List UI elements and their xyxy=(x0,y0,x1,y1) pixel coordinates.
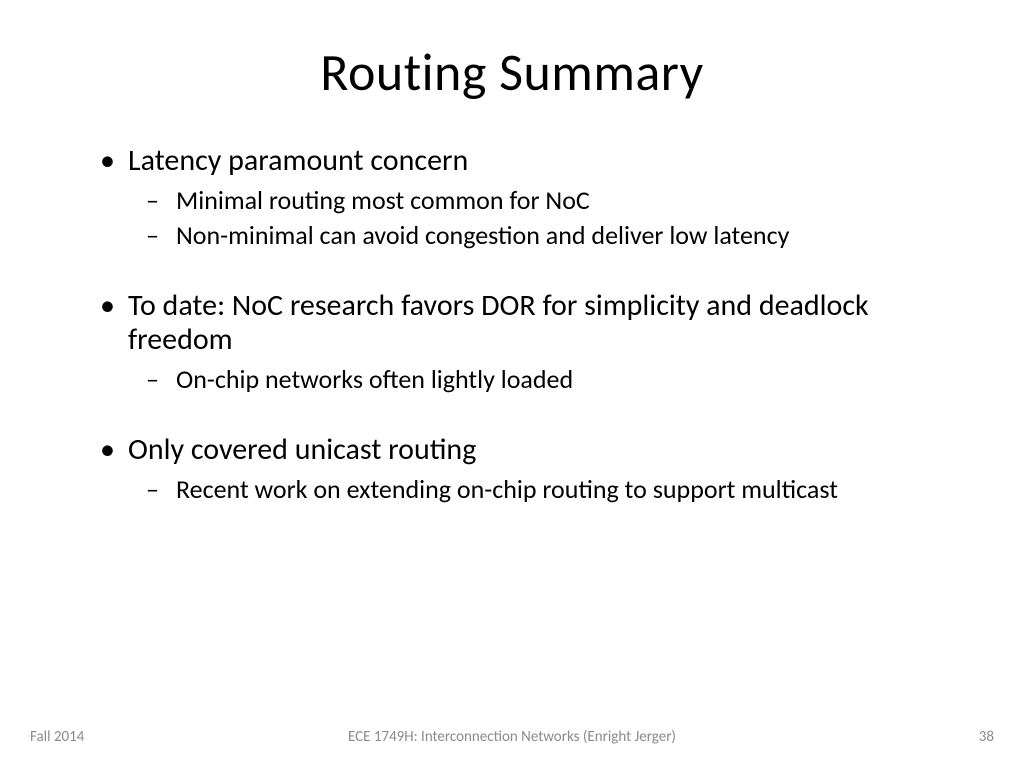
bullet-text: To date: NoC research favors DOR for sim… xyxy=(128,287,869,359)
slide-footer: Fall 2014 ECE 1749H: Interconnection Net… xyxy=(0,728,1024,746)
sub-bullet-item: Recent work on extending on-chip routing… xyxy=(146,474,964,505)
footer-left: Fall 2014 xyxy=(30,728,84,746)
bullet-item: Latency paramount concern Minimal routin… xyxy=(100,144,964,251)
footer-page-number: 38 xyxy=(979,728,994,746)
footer-center: ECE 1749H: Interconnection Networks (Enr… xyxy=(348,728,676,746)
slide-title: Routing Summary xyxy=(60,40,964,104)
slide-content: Latency paramount concern Minimal routin… xyxy=(60,144,964,505)
sub-bullet-item: On-chip networks often lightly loaded xyxy=(146,364,964,395)
bullet-list: Latency paramount concern Minimal routin… xyxy=(100,144,964,505)
bullet-item: Only covered unicast routing Recent work… xyxy=(100,433,964,505)
bullet-item: To date: NoC research favors DOR for sim… xyxy=(100,289,964,395)
sub-bullet-list: Recent work on extending on-chip routing… xyxy=(128,474,964,505)
sub-bullet-list: Minimal routing most common for NoC Non-… xyxy=(128,185,964,251)
sub-bullet-item: Non-minimal can avoid congestion and del… xyxy=(146,220,964,251)
sub-bullet-list: On-chip networks often lightly loaded xyxy=(128,364,964,395)
bullet-text: Only covered unicast routing xyxy=(128,431,476,468)
bullet-text: Latency paramount concern xyxy=(128,142,468,179)
sub-bullet-item: Minimal routing most common for NoC xyxy=(146,185,964,216)
slide: Routing Summary Latency paramount concer… xyxy=(0,0,1024,768)
